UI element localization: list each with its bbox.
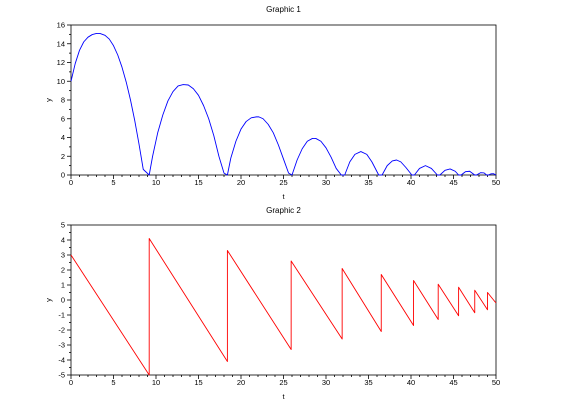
y-tick-label: 16 xyxy=(57,21,65,30)
y-tick-label: 0 xyxy=(61,296,65,305)
y-tick-label: -1 xyxy=(58,311,65,320)
series-line xyxy=(70,32,497,176)
y-tick-label: -5 xyxy=(58,371,65,380)
series-line xyxy=(70,238,497,376)
y-axis-label: y xyxy=(44,98,53,102)
x-tick-label: 35 xyxy=(364,178,372,187)
x-tick-label: 0 xyxy=(69,378,73,387)
x-tick-label: 50 xyxy=(492,178,500,187)
chart-graphic-2: Graphic 20 5 10 15 20 25 30 35 40 45 50-5-4-3-2-10… xyxy=(44,206,500,401)
y-tick-label: 4 xyxy=(61,236,65,245)
x-tick-label: 30 xyxy=(322,378,330,387)
x-tick-label: 35 xyxy=(364,378,372,387)
y-tick-label: 10 xyxy=(57,77,65,86)
x-tick-label: 25 xyxy=(279,378,287,387)
y-tick-label: 12 xyxy=(57,58,65,67)
x-tick-label: 40 xyxy=(407,378,415,387)
x-tick-label: 5 xyxy=(111,178,115,187)
x-axis-label: t xyxy=(282,392,285,401)
x-tick-label: 10 xyxy=(152,178,160,187)
x-tick-label: 45 xyxy=(449,178,457,187)
y-tick-label: 3 xyxy=(61,251,65,260)
x-tick-label: 30 xyxy=(322,178,330,187)
x-tick-label: 15 xyxy=(194,178,202,187)
chart-title: Graphic 2 xyxy=(266,206,301,215)
x-tick-label: 10 xyxy=(152,378,160,387)
y-tick-label: -2 xyxy=(58,326,65,335)
y-tick-label: 2 xyxy=(61,152,65,161)
x-tick-label: 50 xyxy=(492,378,500,387)
x-tick-label: 45 xyxy=(449,378,457,387)
x-axis-label: t xyxy=(282,192,285,201)
x-tick-label: 20 xyxy=(237,378,245,387)
x-tick-label: 5 xyxy=(111,378,115,387)
chart-graphic-1: Graphic 1 0 5 10 15 20 25 30 35 40 45 50 0 2 4 6 8 10 12 14… xyxy=(44,5,500,201)
y-tick-label: 6 xyxy=(61,114,65,123)
x-tick-label: 20 xyxy=(237,178,245,187)
chart-title: Graphic 1 xyxy=(266,5,301,14)
y-tick-label: 0 xyxy=(61,171,65,180)
y-tick-label: 8 xyxy=(61,96,65,105)
plot-frame xyxy=(70,24,497,176)
x-tick-label: 15 xyxy=(194,378,202,387)
y-tick-label: 4 xyxy=(61,133,65,142)
x-tick-label: 0 xyxy=(69,178,73,187)
x-tick-label: 25 xyxy=(279,178,287,187)
y-tick-label: 2 xyxy=(61,266,65,275)
y-axis-label: y xyxy=(44,298,53,302)
y-tick-label: 14 xyxy=(57,39,65,48)
y-tick-label: -3 xyxy=(58,341,65,350)
y-tick-label: 1 xyxy=(61,281,65,290)
y-tick-label: -4 xyxy=(58,356,65,365)
y-tick-label: 5 xyxy=(61,221,65,230)
x-tick-label: 40 xyxy=(407,178,415,187)
